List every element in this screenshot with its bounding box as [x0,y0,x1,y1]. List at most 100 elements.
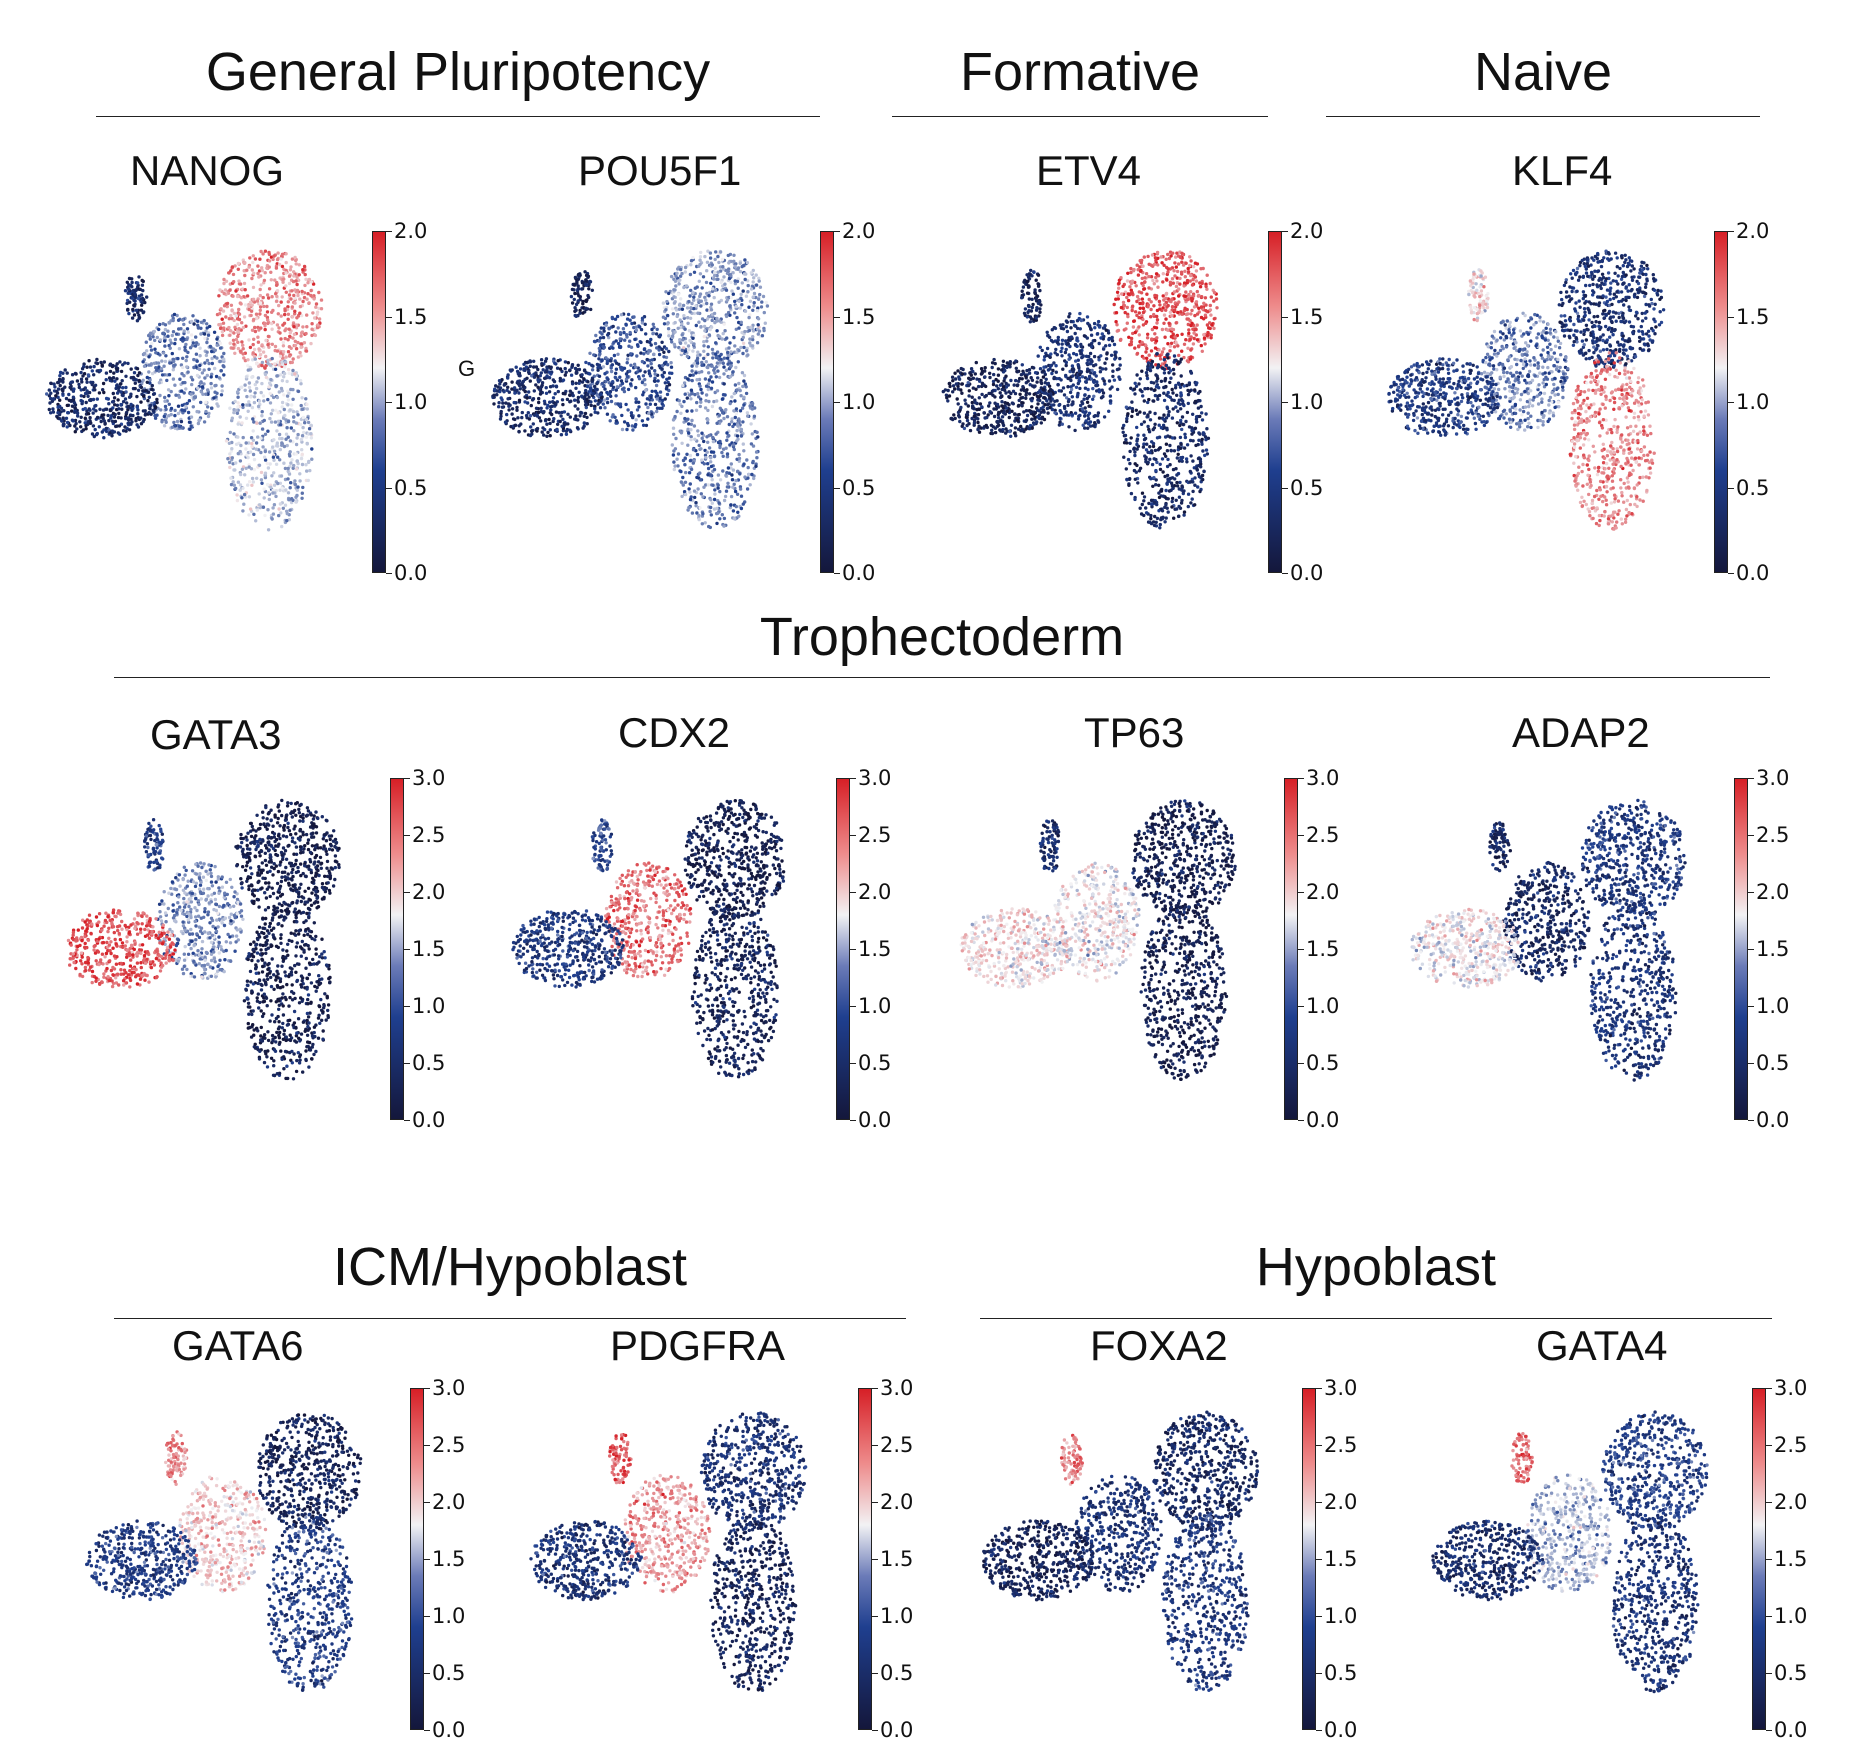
colorbar-pdgfra [858,1388,872,1730]
colorbar-tick-label: 0.5 [842,478,875,499]
region-tip [608,1433,633,1484]
colorbar-tick [1766,1445,1772,1446]
colorbar-tick [1298,835,1304,836]
region-tip [1488,821,1512,872]
region-upper-right [700,1411,808,1532]
colorbar-tick-label: 1.0 [1306,996,1339,1017]
umap-pou5f1 [486,230,796,560]
colorbar-tick [1748,949,1754,950]
colorbar-tick-label: 0.5 [1324,1663,1357,1684]
colorbar-tick-label: 3.0 [1306,768,1339,789]
colorbar-tick [834,573,840,574]
region-upper-right [1581,799,1687,920]
colorbar-tick [872,1730,878,1731]
region-lower-right [1161,1514,1250,1692]
colorbar-tick-label: 1.5 [1774,1549,1807,1570]
colorbar-tick [1748,1063,1754,1064]
colorbar-tick-label: 1.0 [1736,392,1769,413]
colorbar-tick [424,1445,430,1446]
region-upper-right [1131,799,1237,920]
colorbar-tick [1282,488,1288,489]
colorbar-tick [834,231,840,232]
group-rule [96,116,820,117]
colorbar-tick-label: 0.0 [842,563,875,584]
region-tip [591,818,614,872]
colorbar-tick-label: 3.0 [432,1378,465,1399]
colorbar-tick-label: 2.5 [412,825,445,846]
umap-gata3 [58,780,368,1110]
colorbar-tick-label: 2.0 [1774,1492,1807,1513]
colorbar-tick-label: 2.0 [1324,1492,1357,1513]
colorbar-tick [872,1502,878,1503]
colorbar-gata3 [390,778,404,1120]
colorbar-tick-label: 2.5 [1306,825,1339,846]
colorbar-tick-label: 3.0 [1324,1378,1357,1399]
colorbar-tick-label: 1.5 [1756,939,1789,960]
colorbar-tick-label: 2.0 [1290,221,1323,242]
colorbar-tick [1316,1616,1322,1617]
colorbar-tick [1316,1673,1322,1674]
colorbar-tick [1766,1502,1772,1503]
group-title-icm-hypoblast: ICM/Hypoblast [114,1240,906,1294]
region-middle [623,1474,712,1594]
colorbar-tick [1298,1063,1304,1064]
colorbar-tick-label: 1.0 [1756,996,1789,1017]
umap-foxa2 [976,1392,1286,1722]
colorbar-tick-label: 1.0 [394,392,427,413]
colorbar-tick [850,1120,856,1121]
panel-title-gata3: GATA3 [150,714,281,756]
colorbar-tick [850,835,856,836]
colorbar-tick-label: 0.5 [1774,1663,1807,1684]
umap-cdx2 [506,780,816,1110]
colorbar-tick-label: 0.0 [1324,1720,1357,1741]
colorbar-tick [404,1063,410,1064]
region-lower-right [266,1513,353,1692]
colorbar-cdx2 [836,778,850,1120]
colorbar-tick-label: 0.0 [1290,563,1323,584]
region-upper-right [662,250,769,371]
colorbar-gata6 [410,1388,424,1730]
umap-etv4 [936,230,1246,560]
region-upper-right [684,799,786,919]
colorbar-tick-label: 1.5 [394,307,427,328]
colorbar-tick [1728,402,1734,403]
colorbar-nanog [372,231,386,573]
colorbar-tick [386,402,392,403]
region-middle [1052,862,1140,983]
colorbar-tick-label: 1.5 [880,1549,913,1570]
region-middle [178,1476,267,1594]
colorbar-tick-label: 0.0 [1306,1110,1339,1131]
colorbar-tick-label: 0.5 [412,1053,445,1074]
colorbar-tick-label: 0.5 [1756,1053,1789,1074]
colorbar-tick-label: 1.5 [1736,307,1769,328]
colorbar-tick [872,1388,878,1389]
group-title-trophectoderm: Trophectoderm [114,610,1770,664]
colorbar-tick [1748,778,1754,779]
region-left-lobe [85,1519,199,1601]
colorbar-tick [1766,1388,1772,1389]
region-lower-right [243,901,332,1081]
colorbar-tick-label: 0.5 [880,1663,913,1684]
region-upper-right [1558,250,1666,370]
colorbar-tick [1748,892,1754,893]
group-rule [892,116,1268,117]
colorbar-tick-label: 3.0 [1774,1378,1807,1399]
colorbar-tick-label: 2.5 [1324,1435,1357,1456]
region-tip [1020,269,1043,324]
colorbar-tick [1316,1445,1322,1446]
colorbar-tick-label: 0.5 [1290,478,1323,499]
colorbar-tick-label: 2.0 [394,221,427,242]
colorbar-tick [850,1006,856,1007]
region-left-lobe [942,358,1054,438]
colorbar-tick-label: 1.0 [842,392,875,413]
region-tip [124,275,149,322]
colorbar-tick [1766,1616,1772,1617]
panel-title-cdx2: CDX2 [618,712,730,754]
panel-title-nanog: NANOG [130,150,284,192]
region-lower-right [1569,351,1656,531]
colorbar-tick [424,1673,430,1674]
colorbar-tick [850,949,856,950]
colorbar-tick-label: 1.0 [880,1606,913,1627]
colorbar-tick [424,1559,430,1560]
colorbar-tick-label: 0.0 [1736,563,1769,584]
